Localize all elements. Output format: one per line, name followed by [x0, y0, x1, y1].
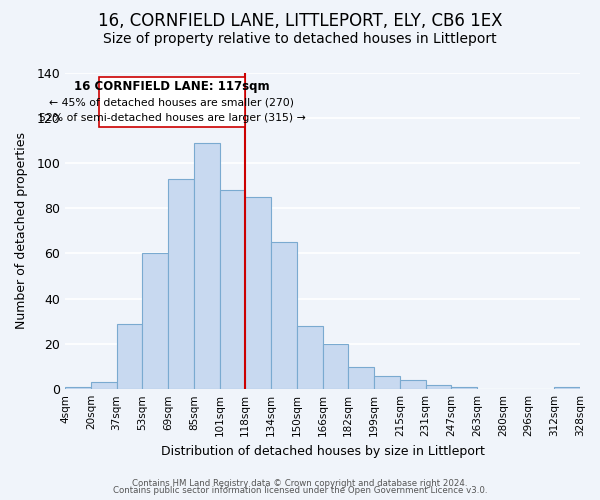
X-axis label: Distribution of detached houses by size in Littleport: Distribution of detached houses by size …	[161, 444, 484, 458]
Bar	[65, 387, 91, 389]
Text: 16, CORNFIELD LANE, LITTLEPORT, ELY, CB6 1EX: 16, CORNFIELD LANE, LITTLEPORT, ELY, CB6…	[98, 12, 502, 30]
Text: Contains public sector information licensed under the Open Government Licence v3: Contains public sector information licen…	[113, 486, 487, 495]
Bar	[297, 326, 323, 389]
Bar	[554, 387, 580, 389]
Bar	[116, 324, 142, 389]
Bar	[348, 366, 374, 389]
Text: Size of property relative to detached houses in Littleport: Size of property relative to detached ho…	[103, 32, 497, 46]
Bar	[400, 380, 425, 389]
Text: Contains HM Land Registry data © Crown copyright and database right 2024.: Contains HM Land Registry data © Crown c…	[132, 478, 468, 488]
Y-axis label: Number of detached properties: Number of detached properties	[15, 132, 28, 330]
Text: 52% of semi-detached houses are larger (315) →: 52% of semi-detached houses are larger (…	[38, 113, 305, 123]
Text: ← 45% of detached houses are smaller (270): ← 45% of detached houses are smaller (27…	[49, 98, 295, 108]
Bar	[194, 142, 220, 389]
Bar	[451, 387, 477, 389]
Bar	[168, 179, 194, 389]
Bar	[323, 344, 348, 389]
Bar	[91, 382, 116, 389]
FancyBboxPatch shape	[98, 77, 245, 127]
Text: 16 CORNFIELD LANE: 117sqm: 16 CORNFIELD LANE: 117sqm	[74, 80, 270, 94]
Bar	[425, 384, 451, 389]
Bar	[245, 197, 271, 389]
Bar	[220, 190, 245, 389]
Bar	[271, 242, 297, 389]
Bar	[142, 254, 168, 389]
Bar	[374, 376, 400, 389]
